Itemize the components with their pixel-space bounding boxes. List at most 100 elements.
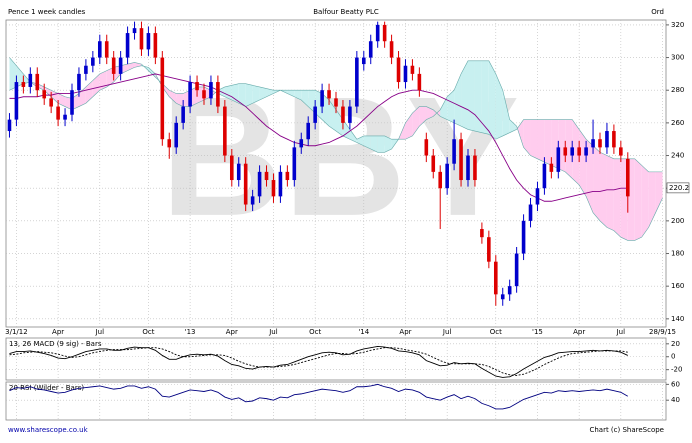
cloud-edge	[9, 62, 663, 173]
candle-body	[181, 106, 185, 123]
candle-body	[368, 41, 373, 58]
candle-body	[556, 147, 561, 172]
y-tick-label: 320	[671, 21, 684, 29]
cloud-segment	[579, 129, 587, 197]
candle-body	[313, 106, 317, 123]
cloud-segment	[641, 165, 649, 238]
chart-title: Balfour Beatty PLC	[313, 8, 379, 16]
cloud-segment	[523, 119, 531, 156]
candle-body	[285, 171, 290, 181]
cloud-segment	[363, 135, 371, 150]
candle-body	[493, 261, 498, 295]
candle-body	[355, 57, 359, 107]
candle-body	[111, 57, 116, 74]
x-tick-label: Jul	[442, 328, 452, 336]
candle-body	[216, 82, 220, 107]
subtitle: Ord	[651, 8, 664, 16]
cloud-segment	[488, 60, 496, 140]
candle-body	[278, 171, 283, 197]
candle-body	[549, 163, 554, 172]
candle-body	[77, 73, 81, 91]
x-tick-label: Apr	[573, 328, 585, 336]
y-label: Pence 1 week candles	[8, 8, 86, 16]
candle-body	[257, 171, 262, 197]
candle-body	[584, 147, 588, 156]
candle-body	[480, 229, 484, 238]
candle-body	[118, 57, 123, 74]
cloud-segment	[419, 106, 427, 127]
cloud-segment	[613, 158, 621, 238]
x-tick-label: 28/9/15	[649, 328, 676, 336]
candle-body	[625, 158, 630, 197]
candle-body	[28, 73, 33, 87]
cloud-segment	[238, 83, 246, 107]
candle-body	[361, 57, 366, 65]
cloud-segment	[176, 93, 184, 107]
cloud-segment	[259, 86, 267, 101]
y-tick-label: -20	[671, 366, 682, 374]
candle-body	[410, 65, 415, 74]
candle-body	[132, 28, 137, 34]
candle-body	[563, 147, 568, 156]
cloud-segment	[600, 152, 607, 228]
candle-body	[56, 106, 60, 120]
candle-body	[521, 220, 526, 254]
candle-body	[389, 41, 394, 58]
y-tick-label: 300	[671, 54, 684, 62]
candle-body	[487, 237, 491, 262]
y-tick-label: 0	[671, 353, 675, 361]
candle-body	[459, 139, 463, 181]
candle-body	[229, 155, 234, 181]
candle-body	[431, 155, 436, 172]
y-tick-label: 20	[671, 340, 680, 348]
candle-body	[174, 122, 179, 148]
x-tick-label: '13	[185, 328, 196, 336]
candle-body	[243, 163, 248, 205]
cloud-segment	[468, 60, 475, 132]
candle-body	[619, 147, 623, 156]
cloud-segment	[634, 158, 642, 241]
cloud-segment	[544, 119, 552, 166]
y-tick-label: 160	[671, 282, 684, 290]
x-tick-label: Apr	[52, 328, 64, 336]
candle-body	[167, 139, 172, 148]
candle-body	[21, 82, 26, 87]
candle-body	[570, 147, 575, 156]
moving-average	[9, 73, 628, 202]
y-tick-label: 260	[671, 119, 684, 127]
cloud-segment	[474, 60, 482, 133]
candle-body	[292, 147, 297, 181]
cloud-segment	[405, 113, 413, 140]
candle-body	[500, 294, 505, 300]
candle-body	[591, 139, 595, 148]
candle-body	[35, 73, 40, 91]
cloud-segment	[516, 119, 524, 148]
y-tick-label: 180	[671, 250, 684, 258]
candle-body	[528, 204, 533, 221]
cloud-segment	[509, 119, 517, 133]
series-line	[9, 345, 628, 378]
candle-body	[535, 188, 540, 205]
macd-panel	[5, 337, 667, 381]
candle-body	[577, 147, 581, 156]
x-tick-label: Jul	[616, 328, 626, 336]
candle-body	[195, 82, 199, 91]
cloud-segment	[287, 90, 295, 97]
cloud-segment	[384, 135, 392, 153]
candle-body	[250, 196, 255, 205]
candle-body	[236, 163, 241, 181]
cloud-segment	[336, 109, 343, 136]
candle-body	[327, 90, 331, 99]
x-tick-label: Jul	[95, 328, 105, 336]
candle-body	[223, 106, 227, 156]
candle-body	[91, 57, 95, 66]
x-tick-label: Oct	[309, 328, 321, 336]
x-tick-label: '14	[358, 328, 369, 336]
y-tick-label: 200	[671, 217, 684, 225]
rsi-panel	[5, 381, 667, 421]
cloud-segment	[169, 90, 177, 104]
candle-body	[334, 98, 338, 107]
cloud-segment	[92, 73, 100, 97]
